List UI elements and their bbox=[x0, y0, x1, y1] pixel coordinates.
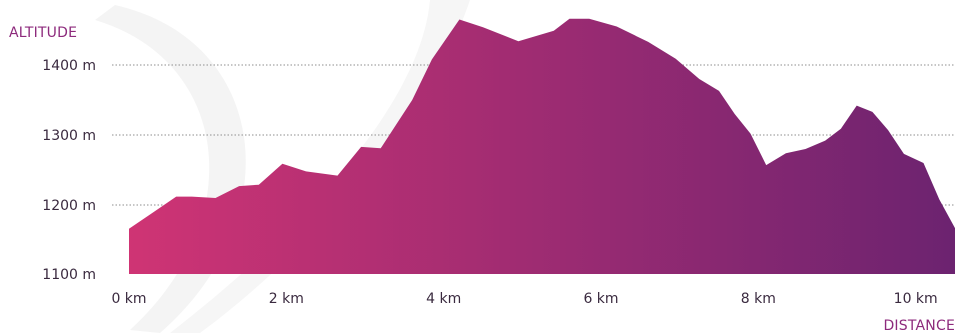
plot-area bbox=[129, 18, 955, 274]
x-axis-ticks: 0 km 2 km 4 km 6 km 8 km 10 km bbox=[111, 291, 937, 307]
x-tick-label: 10 km bbox=[894, 291, 938, 307]
x-tick-label: 4 km bbox=[426, 291, 461, 307]
y-tick-label: 1300 m bbox=[42, 128, 96, 144]
x-tick-label: 6 km bbox=[583, 291, 618, 307]
y-axis-title: ALTITUDE bbox=[9, 25, 77, 41]
x-tick-label: 2 km bbox=[269, 291, 304, 307]
x-tick-label: 8 km bbox=[741, 291, 776, 307]
y-tick-label: 1200 m bbox=[42, 198, 96, 214]
y-axis-ticks: 1400 m 1300 m 1200 m 1100 m bbox=[42, 58, 96, 283]
y-tick-label: 1400 m bbox=[42, 58, 96, 74]
x-axis-title: DISTANCE bbox=[883, 318, 955, 333]
background-decoration-2 bbox=[170, 0, 470, 333]
x-tick-label: 0 km bbox=[111, 291, 146, 307]
y-tick-label: 1100 m bbox=[42, 267, 96, 283]
elevation-area bbox=[129, 18, 955, 274]
background-decoration bbox=[95, 5, 246, 333]
